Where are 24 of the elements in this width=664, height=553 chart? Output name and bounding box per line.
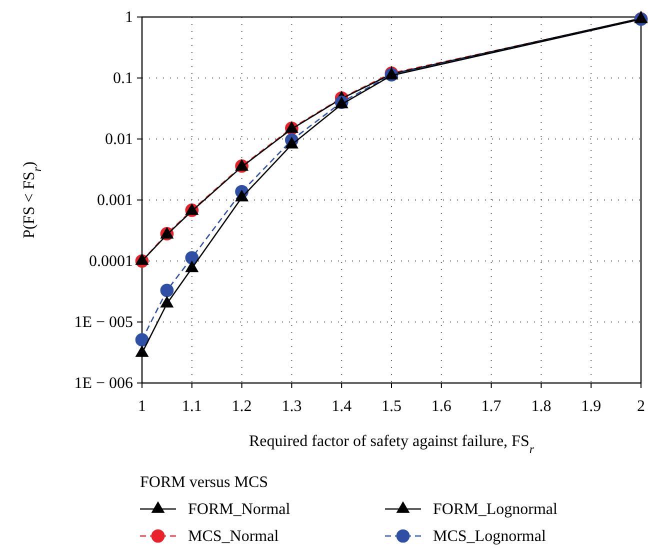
y-tick-label: 1E − 005 [74, 314, 133, 331]
x-tick-label: 1.6 [431, 398, 452, 415]
y-tick-label: 1E − 006 [74, 375, 133, 392]
legend-label: MCS_Lognormal [433, 528, 546, 545]
x-axis-title: Required factor of safety against failure, FS$_{r}$ [248, 433, 534, 456]
y-tick-label: 0.1 [113, 70, 133, 87]
y-tick-label: 0.0001 [89, 253, 133, 270]
x-tick-label: 1.3 [282, 398, 302, 415]
y-tick-label: 1 [125, 9, 133, 26]
x-tick-label: 1.4 [332, 398, 352, 415]
x-tick-label: 1.1 [182, 398, 202, 415]
x-tick-label: 1.7 [481, 398, 502, 415]
y-tick-label: 0.001 [97, 192, 133, 209]
legend-title: FORM versus MCS [140, 474, 268, 491]
x-tick-label: 1.5 [382, 398, 402, 415]
y-tick-label: 0.01 [105, 131, 133, 148]
x-tick-label: 1.8 [531, 398, 552, 415]
x-tick-label: 1.9 [581, 398, 602, 415]
x-tick-label: 1 [138, 398, 146, 415]
legend-label: FORM_Lognormal [433, 501, 558, 518]
legend-label: FORM_Normal [188, 501, 291, 518]
x-tick-label: 2 [637, 398, 645, 415]
legend-label: MCS_Normal [188, 528, 280, 545]
x-tick-label: 1.2 [232, 398, 252, 415]
